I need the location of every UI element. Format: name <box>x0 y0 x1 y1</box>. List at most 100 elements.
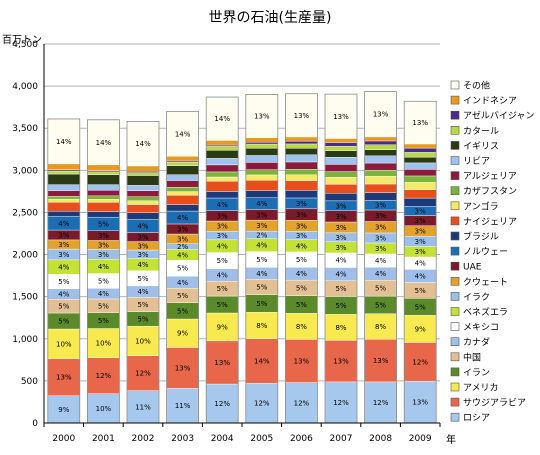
legend-swatch <box>450 382 460 392</box>
legend: その他インドネシアアゼルバイジャンカタールイギリスリビアアルジェリアカザフスタン… <box>450 80 534 424</box>
bar-segment <box>205 191 239 199</box>
data-label: 5% <box>217 301 228 309</box>
bar-segment <box>47 328 80 359</box>
data-label: 4% <box>58 220 69 228</box>
data-label: 5% <box>58 303 69 311</box>
data-label: 4% <box>137 261 148 269</box>
data-label: 4% <box>296 242 307 250</box>
data-label: 13% <box>294 112 310 120</box>
bar-segment <box>126 196 160 201</box>
chart-title: 世界の石油(生産量) <box>209 10 332 26</box>
bar-segment <box>245 141 279 145</box>
data-label: 14% <box>175 130 191 138</box>
data-label: 4% <box>217 243 228 251</box>
legend-label: UAE <box>463 263 482 273</box>
data-label: 3% <box>177 235 188 243</box>
data-label: 14% <box>96 139 112 147</box>
data-label: 3% <box>335 244 346 252</box>
bar-segment <box>87 164 120 171</box>
axes-group: 0 500 1,000 1,500 2,000 2,500 3,000 3,500 4,000 4… <box>12 40 441 444</box>
legend-swatch <box>450 276 460 286</box>
bar-segment <box>404 342 437 382</box>
legend-label: カタール <box>463 126 499 137</box>
data-label: 3% <box>58 231 69 239</box>
legend-swatch <box>450 156 460 165</box>
bar-segment <box>126 165 160 172</box>
data-label: 3% <box>296 211 307 219</box>
data-label: 13% <box>294 357 310 365</box>
legend-swatch <box>450 231 460 241</box>
data-label: 4% <box>177 279 188 287</box>
data-label: 5% <box>137 301 148 309</box>
data-label: 3% <box>177 225 188 233</box>
legend-swatch <box>450 367 460 377</box>
data-label: 12% <box>96 372 112 380</box>
data-label: 12% <box>214 400 230 408</box>
legend-label: イラン <box>463 367 490 378</box>
bar-segment <box>205 180 239 192</box>
bar-segment <box>87 184 120 191</box>
bar-segment <box>285 136 318 142</box>
data-label: 4% <box>415 272 426 280</box>
legend-swatch <box>450 261 460 271</box>
bar-segment <box>324 142 358 147</box>
legend-label: カザフスタン <box>463 186 517 197</box>
data-label: 4% <box>177 251 188 259</box>
data-label: 3% <box>335 224 346 232</box>
data-label: 13% <box>412 399 428 407</box>
bar-segment <box>205 171 239 178</box>
data-label: 8% <box>256 322 267 330</box>
data-label: 3% <box>335 234 346 242</box>
data-label: 10% <box>135 337 151 345</box>
bar-segment <box>285 169 318 175</box>
data-label: 3% <box>296 200 307 208</box>
x-tick-label: 2009 <box>409 434 432 444</box>
data-label: 5% <box>98 277 109 285</box>
data-label: 4% <box>137 288 148 296</box>
x-tick-label: 2001 <box>92 434 115 444</box>
bar-segment <box>87 190 120 197</box>
data-label: 5% <box>296 301 307 309</box>
bar-segment <box>324 184 358 194</box>
bar-segment <box>324 164 358 172</box>
bar-segment <box>285 382 318 424</box>
bar-segment <box>47 202 80 212</box>
legend-label: その他 <box>463 80 490 92</box>
data-label: 3% <box>415 217 426 225</box>
data-label: 8% <box>296 323 307 331</box>
bar-segment <box>205 312 239 342</box>
data-label: 3% <box>58 241 69 249</box>
legend-label: ベネズエラ <box>463 306 508 318</box>
bar-segment <box>205 140 239 146</box>
data-label: 13% <box>373 357 389 365</box>
data-label: 3% <box>137 234 148 242</box>
data-label: 3% <box>98 251 109 259</box>
legend-swatch <box>450 126 460 135</box>
legend-label: ノルウェー <box>463 247 508 258</box>
bar-segment <box>126 390 160 424</box>
bar-segment <box>404 182 437 190</box>
data-label: 3% <box>415 208 426 216</box>
data-label: 3% <box>217 223 228 231</box>
data-label: 12% <box>254 400 270 408</box>
data-label: 3% <box>335 213 346 221</box>
data-label: 14% <box>135 140 151 148</box>
y-axis-label: 百万トン <box>2 34 42 46</box>
legend-swatch <box>450 80 460 90</box>
bars-group: 9%13%10%5%5%4%5%4%3%3%3%4%14%10%12%10%5%… <box>47 91 437 424</box>
bar-segment <box>285 190 318 199</box>
bar-segment <box>87 195 120 200</box>
bar-segment <box>285 180 318 191</box>
bar-segment <box>47 170 80 175</box>
data-label: 8% <box>375 323 386 331</box>
data-label: 12% <box>333 399 349 407</box>
data-label: 5% <box>58 318 69 326</box>
bar-segment <box>404 175 437 183</box>
y-tick-label: 2,000 <box>12 251 38 261</box>
data-label: 12% <box>412 358 428 366</box>
bar-segment <box>126 204 160 213</box>
bar-segment <box>364 155 397 164</box>
bar-segment <box>47 118 80 165</box>
data-label: 5% <box>98 302 109 310</box>
data-label: 5% <box>177 292 188 300</box>
